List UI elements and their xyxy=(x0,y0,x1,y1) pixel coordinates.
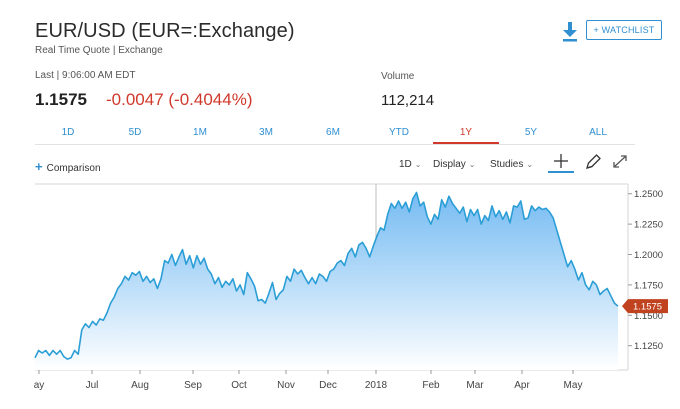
tabs-divider xyxy=(35,144,635,145)
plus-icon: + xyxy=(35,159,43,174)
range-tab-6m[interactable]: 6M xyxy=(326,127,340,138)
x-tick-label: Sep xyxy=(184,380,202,391)
last-price: 1.1575 xyxy=(35,90,87,109)
download-icon[interactable] xyxy=(560,20,580,42)
y-tick-label: 1.1250 xyxy=(634,341,663,352)
x-tick-label: Mar xyxy=(466,380,484,391)
display-label: Display xyxy=(433,159,466,170)
comparison-button[interactable]: + Comparison xyxy=(35,159,101,174)
y-tick-label: 1.1750 xyxy=(634,280,663,291)
y-tick-label: 1.1500 xyxy=(634,311,663,322)
x-tick-label: Aug xyxy=(131,380,149,391)
chevron-down-icon: ⌄ xyxy=(526,160,534,169)
x-tick-label: 2018 xyxy=(365,380,388,391)
range-tab-all[interactable]: ALL xyxy=(589,127,607,138)
interval-label: 1D xyxy=(399,159,412,170)
x-tick-label: Oct xyxy=(231,380,247,391)
chevron-down-icon: ⌄ xyxy=(468,160,476,169)
x-tick-label: Apr xyxy=(514,380,530,391)
interval-dropdown[interactable]: 1D ⌄ xyxy=(399,159,422,170)
range-tab-5d[interactable]: 5D xyxy=(128,127,142,138)
price-line xyxy=(34,191,619,360)
y-tick-label: 1.2000 xyxy=(634,250,663,261)
x-tick-label: Jul xyxy=(86,380,99,391)
studies-dropdown[interactable]: Studies ⌄ xyxy=(490,159,533,170)
x-tick-label: ay xyxy=(34,380,45,391)
range-tab-1y[interactable]: 1Y xyxy=(433,124,499,144)
y-tick-label: 1.2500 xyxy=(634,189,663,200)
last-value-badge xyxy=(622,299,668,314)
volume-value: 112,214 xyxy=(381,92,435,109)
x-tick-label: May xyxy=(564,380,583,391)
last-trade-time: Last | 9:06:00 AM EDT xyxy=(35,70,136,81)
quote-source-subtitle: Real Time Quote | Exchange xyxy=(35,45,163,56)
comparison-label: Comparison xyxy=(46,163,101,174)
x-tick-label: Nov xyxy=(277,380,295,391)
expand-icon[interactable] xyxy=(607,151,633,173)
x-tick-label: Feb xyxy=(422,380,440,391)
crosshair-icon[interactable] xyxy=(548,151,574,173)
range-tab-3m[interactable]: 3M xyxy=(259,127,273,138)
volume-label: Volume xyxy=(381,71,415,82)
y-tick-label: 1.2250 xyxy=(634,220,663,231)
range-tab-1m[interactable]: 1M xyxy=(193,127,207,138)
draw-pencil-icon[interactable] xyxy=(580,151,606,173)
range-tab-ytd[interactable]: YTD xyxy=(389,127,409,138)
time-range-tabs: 1D 5D 1M 3M 6M YTD 1Y 5Y ALL xyxy=(35,124,635,144)
last-value-label: 1.1575 xyxy=(633,302,662,313)
range-tab-1d[interactable]: 1D xyxy=(61,127,75,138)
chevron-down-icon: ⌄ xyxy=(414,160,422,169)
x-tick-label: Dec xyxy=(319,380,337,391)
range-tab-5y[interactable]: 5Y xyxy=(524,127,538,138)
price-chart[interactable]: 1.2500 1.2250 1.2000 1.1750 1.1500 1.1250 ay J… xyxy=(0,180,680,404)
studies-label: Studies xyxy=(490,159,524,170)
page-title: EUR/USD (EUR=:Exchange) xyxy=(35,20,295,42)
display-dropdown[interactable]: Display ⌄ xyxy=(433,159,476,170)
add-to-watchlist-button[interactable]: + WATCHLIST xyxy=(586,20,662,40)
price-area-fill xyxy=(35,192,618,370)
price-change: -0.0047 (-0.4044%) xyxy=(106,90,253,109)
